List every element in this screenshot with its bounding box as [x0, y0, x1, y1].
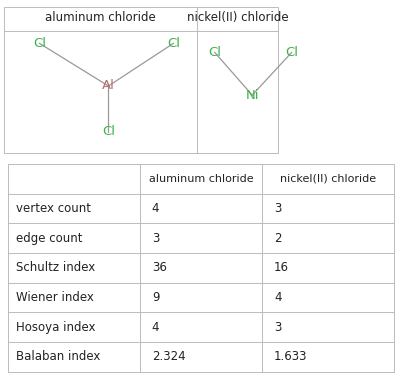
- Text: Cl: Cl: [284, 46, 298, 59]
- Text: vertex count: vertex count: [16, 202, 91, 215]
- Text: aluminum chloride: aluminum chloride: [45, 11, 156, 24]
- Text: Cl: Cl: [208, 46, 221, 59]
- Text: 3: 3: [273, 321, 281, 334]
- Text: 4: 4: [152, 321, 159, 334]
- Text: 16: 16: [273, 261, 288, 274]
- Text: 2: 2: [273, 232, 281, 245]
- Text: 4: 4: [152, 202, 159, 215]
- Text: nickel(II) chloride: nickel(II) chloride: [279, 174, 375, 184]
- Text: 3: 3: [152, 232, 159, 245]
- Text: Hosoya index: Hosoya index: [16, 321, 95, 334]
- Text: 2.324: 2.324: [152, 350, 185, 363]
- Text: Schultz index: Schultz index: [16, 261, 95, 274]
- Bar: [4, 7, 277, 153]
- Text: aluminum chloride: aluminum chloride: [148, 174, 253, 184]
- Text: Cl: Cl: [102, 125, 115, 138]
- Text: Ni: Ni: [245, 89, 258, 102]
- Text: 1.633: 1.633: [273, 350, 307, 363]
- Text: 3: 3: [273, 202, 281, 215]
- Text: 9: 9: [152, 291, 159, 304]
- Text: Al: Al: [102, 79, 115, 92]
- Text: 4: 4: [273, 291, 281, 304]
- Text: nickel(II) chloride: nickel(II) chloride: [186, 11, 288, 24]
- Text: edge count: edge count: [16, 232, 82, 245]
- Text: Balaban index: Balaban index: [16, 350, 100, 363]
- Text: 36: 36: [152, 261, 166, 274]
- Text: Wiener index: Wiener index: [16, 291, 93, 304]
- Text: Cl: Cl: [33, 37, 46, 50]
- Text: Cl: Cl: [166, 37, 180, 50]
